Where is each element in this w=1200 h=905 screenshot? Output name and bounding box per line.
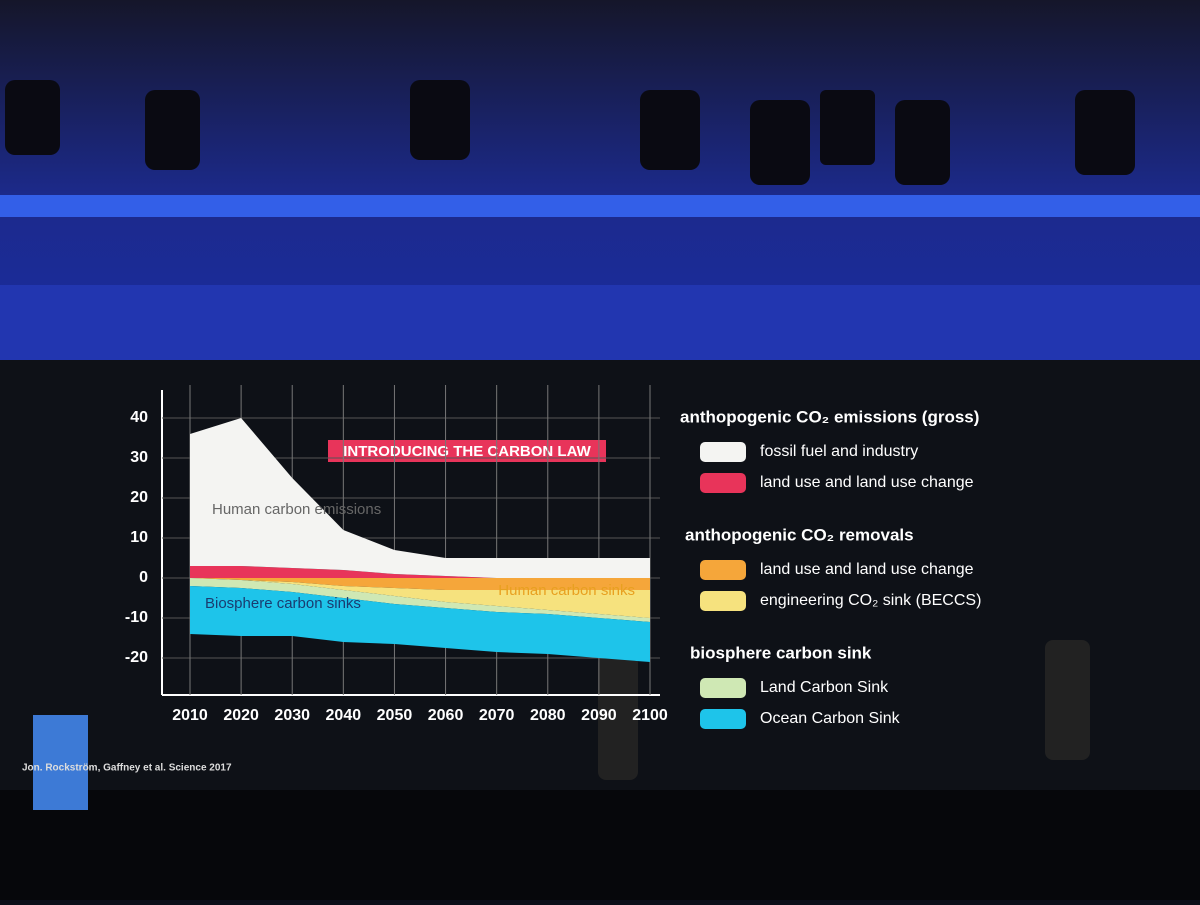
area (190, 566, 650, 578)
y-tick-label: -20 (125, 649, 148, 666)
legend-label: Land Carbon Sink (760, 679, 889, 696)
led-wall (0, 285, 1200, 360)
x-tick-label: 2030 (274, 707, 310, 724)
legend-label: land use and land use change (760, 561, 974, 578)
x-tick-label: 2010 (172, 707, 208, 724)
area (190, 578, 650, 622)
legend-swatch (700, 473, 746, 493)
legend-swatch (700, 591, 746, 611)
y-tick-label: 10 (130, 529, 148, 546)
source: Jon. Rockström, Gaffney et al. Science 2… (22, 763, 232, 774)
stage-lights (5, 80, 1135, 185)
x-tick-label: 2040 (326, 707, 362, 724)
y-tick-label: -10 (125, 609, 148, 626)
area (190, 418, 650, 578)
legend-label: Ocean Carbon Sink (760, 710, 901, 727)
area (190, 578, 650, 590)
legend-swatch (700, 709, 746, 729)
area (190, 578, 650, 618)
legend-swatch (700, 442, 746, 462)
annotation: Biosphere carbon sinks (205, 595, 361, 612)
legend-label: land use and land use change (760, 474, 974, 491)
annotation: Human carbon emissions (212, 501, 381, 518)
x-tick-label: 2100 (632, 707, 668, 724)
audience (0, 790, 1200, 900)
legend-swatch (700, 560, 746, 580)
light-band (0, 195, 1200, 217)
x-tick-label: 2060 (428, 707, 464, 724)
legend-heading: anthopogenic CO₂ removals (685, 525, 914, 544)
x-tick-label: 2090 (581, 707, 617, 724)
x-tick-label: 2020 (223, 707, 259, 724)
x-tick-label: 2080 (530, 707, 566, 724)
title-box (328, 440, 606, 462)
y-tick-label: 40 (130, 409, 148, 426)
y-tick-label: 0 (139, 569, 148, 586)
legend-heading: biosphere carbon sink (690, 643, 872, 662)
annotation: Human carbon sinks (498, 582, 635, 599)
x-tick-label: 2070 (479, 707, 515, 724)
chart-title: INTRODUCING THE CARBON LAW (343, 443, 591, 460)
legend-heading: anthopogenic CO₂ emissions (gross) (680, 407, 979, 426)
banner (33, 715, 88, 810)
legend-label: engineering CO₂ sink (BECCS) (760, 592, 981, 609)
legend-label: fossil fuel and industry (760, 443, 918, 460)
x-tick-label: 2050 (377, 707, 413, 724)
y-tick-label: 30 (130, 449, 148, 466)
y-tick-label: 20 (130, 489, 148, 506)
speakers (598, 640, 1090, 780)
area (190, 586, 650, 662)
legend-swatch (700, 678, 746, 698)
